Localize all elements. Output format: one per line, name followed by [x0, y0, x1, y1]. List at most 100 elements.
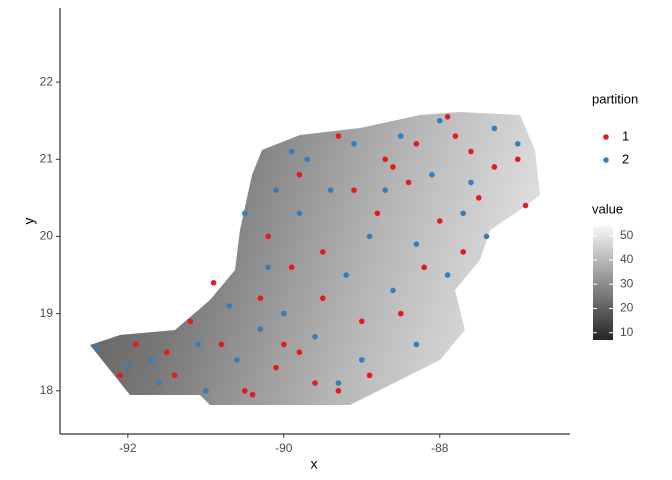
point: [273, 187, 279, 193]
point: [335, 133, 342, 139]
point: [460, 210, 466, 217]
point: [421, 264, 427, 271]
point: [257, 295, 264, 301]
point: [273, 364, 279, 371]
point: [514, 156, 521, 163]
point: [390, 164, 396, 170]
point: [405, 179, 412, 186]
point: [475, 195, 482, 201]
point: [312, 333, 318, 340]
y-tick-label: 22: [40, 74, 54, 88]
point: [125, 364, 131, 371]
point: [351, 187, 357, 193]
point: [319, 249, 326, 255]
point: [351, 141, 357, 147]
x-tick-label: -90: [275, 441, 293, 455]
point: [468, 179, 474, 186]
colorbar-label: 40: [620, 252, 634, 266]
point: [288, 264, 295, 271]
point: [265, 264, 272, 271]
point: [452, 133, 459, 139]
y-tick-label: 20: [40, 229, 54, 243]
point: [148, 357, 155, 363]
point: [390, 287, 396, 294]
point: [436, 218, 443, 224]
x-axis-label: x: [311, 456, 318, 472]
point: [413, 341, 420, 348]
point: [382, 187, 388, 193]
point: [296, 349, 303, 355]
point: [171, 372, 178, 379]
colorbar-label: 30: [620, 276, 634, 290]
point: [335, 380, 342, 386]
point: [319, 295, 326, 301]
point: [304, 156, 311, 163]
point: [234, 357, 240, 363]
point: [514, 141, 521, 147]
y-tick-label: 18: [40, 383, 54, 397]
point: [187, 318, 194, 325]
y-tick-label: 21: [40, 151, 54, 165]
point: [491, 164, 498, 170]
point: [429, 171, 435, 178]
colorbar-title: value: [592, 201, 623, 216]
legend-label: 2: [622, 151, 629, 166]
colorbar: [593, 226, 613, 340]
point: [117, 372, 123, 379]
point: [327, 187, 334, 193]
point: [483, 233, 490, 240]
legend-key: [603, 134, 609, 140]
point: [436, 117, 443, 124]
point: [413, 241, 420, 247]
point: [242, 210, 248, 217]
colorbar-label: 10: [620, 325, 634, 339]
x-tick-label: -92: [119, 441, 137, 455]
point: [249, 391, 256, 398]
point: [374, 210, 381, 217]
point: [382, 156, 388, 163]
legend-label: 1: [622, 128, 629, 143]
point: [460, 249, 466, 255]
point: [358, 318, 365, 325]
point: [132, 341, 139, 348]
point: [343, 272, 349, 278]
legend-key: [603, 157, 609, 163]
point: [358, 357, 365, 363]
point: [195, 341, 201, 348]
point: [444, 272, 451, 278]
point: [226, 303, 233, 309]
point: [93, 345, 100, 352]
point: [491, 125, 498, 132]
y-axis-label: y: [21, 218, 37, 225]
point: [366, 233, 373, 240]
point: [468, 148, 474, 155]
point: [281, 341, 287, 348]
point: [257, 326, 264, 332]
colorbar-label: 20: [620, 301, 634, 315]
point: [444, 114, 451, 120]
x-tick-label: -88: [431, 441, 449, 455]
point: [218, 341, 225, 348]
colorbar-label: 50: [620, 228, 634, 242]
point: [522, 202, 529, 209]
point: [265, 233, 272, 240]
point: [281, 310, 287, 317]
y-tick-label: 19: [40, 306, 54, 320]
point: [164, 349, 170, 355]
point: [242, 387, 248, 394]
point: [366, 372, 373, 379]
point: [288, 148, 295, 155]
legend-title: partition: [592, 91, 638, 106]
raster-area: [90, 112, 540, 405]
point: [210, 279, 217, 286]
point: [397, 310, 404, 317]
point: [312, 380, 318, 386]
point: [296, 210, 303, 217]
point: [156, 380, 162, 386]
point: [296, 171, 303, 178]
point: [397, 133, 404, 139]
point: [413, 141, 420, 147]
point: [335, 387, 342, 394]
point: [203, 387, 209, 394]
